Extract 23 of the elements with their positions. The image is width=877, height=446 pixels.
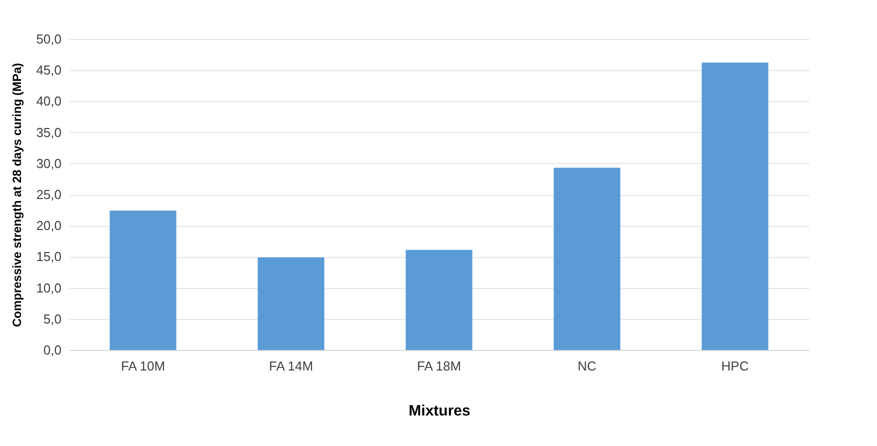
x-tick-label: FA 18M (416, 358, 462, 374)
bar (258, 257, 324, 350)
y-tick-label: 0,0 (43, 342, 62, 358)
x-tick-label: HPC (721, 358, 749, 374)
x-tick-label: NC (578, 358, 596, 374)
y-axis-title: Compressive strength at 28 days curing (MPa) (10, 62, 24, 328)
y-tick-label: 45,0 (36, 62, 62, 78)
bar (702, 62, 768, 350)
bar (406, 250, 472, 350)
bar (110, 210, 176, 350)
y-tick-label: 10,0 (36, 280, 62, 296)
y-tick-label: 5,0 (43, 311, 62, 326)
x-tick-label: FA 14M (268, 358, 314, 374)
x-axis-title: Mixtures (408, 402, 470, 420)
bar (554, 168, 620, 350)
y-tick-label: 50,0 (36, 32, 62, 46)
y-tick-label: 25,0 (36, 187, 62, 202)
y-tick-label: 30,0 (36, 156, 62, 171)
x-tick-label: FA 10M (120, 358, 166, 374)
y-tick-label: 35,0 (36, 124, 62, 140)
y-tick-label: 20,0 (36, 218, 62, 234)
y-tick-label: 15,0 (36, 249, 62, 264)
y-tick-label: 40,0 (36, 94, 62, 109)
